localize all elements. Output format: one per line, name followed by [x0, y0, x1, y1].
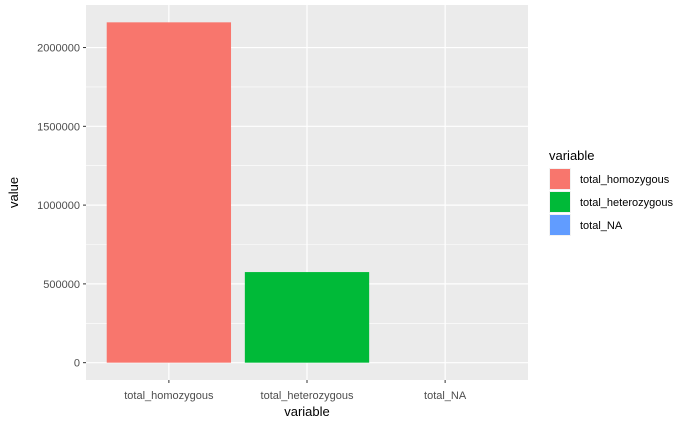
- bar-total-heterozygous: [244, 272, 370, 363]
- legend-swatch: [550, 215, 570, 235]
- legend-label: total_homozygous: [580, 174, 670, 186]
- legend-label: total_NA: [580, 220, 623, 232]
- legend-swatch: [550, 192, 570, 212]
- legend: variable total_homozygous total_heterozyg…: [549, 148, 673, 236]
- y-tick-label: 0: [74, 358, 80, 370]
- y-tick-label: 2000000: [37, 43, 80, 55]
- y-tick-label: 500000: [43, 279, 80, 291]
- x-tick-label: total_heterozygous: [261, 390, 354, 402]
- y-axis: 0 500000 1000000 1500000 2000000: [37, 43, 86, 370]
- x-tick-label: total_NA: [424, 390, 467, 402]
- bars: [106, 22, 370, 363]
- legend-title: variable: [549, 148, 595, 163]
- bar-total-homozygous: [106, 22, 232, 363]
- x-axis: total_homozygous total_heterozygous total_…: [124, 380, 467, 402]
- x-tick-label: total_homozygous: [124, 390, 214, 402]
- legend-swatch: [550, 169, 570, 189]
- y-tick-label: 1000000: [37, 200, 80, 212]
- x-axis-title: variable: [284, 404, 330, 419]
- y-tick-label: 1500000: [37, 121, 80, 133]
- y-axis-title: value: [6, 177, 21, 208]
- legend-label: total_heterozygous: [580, 197, 673, 209]
